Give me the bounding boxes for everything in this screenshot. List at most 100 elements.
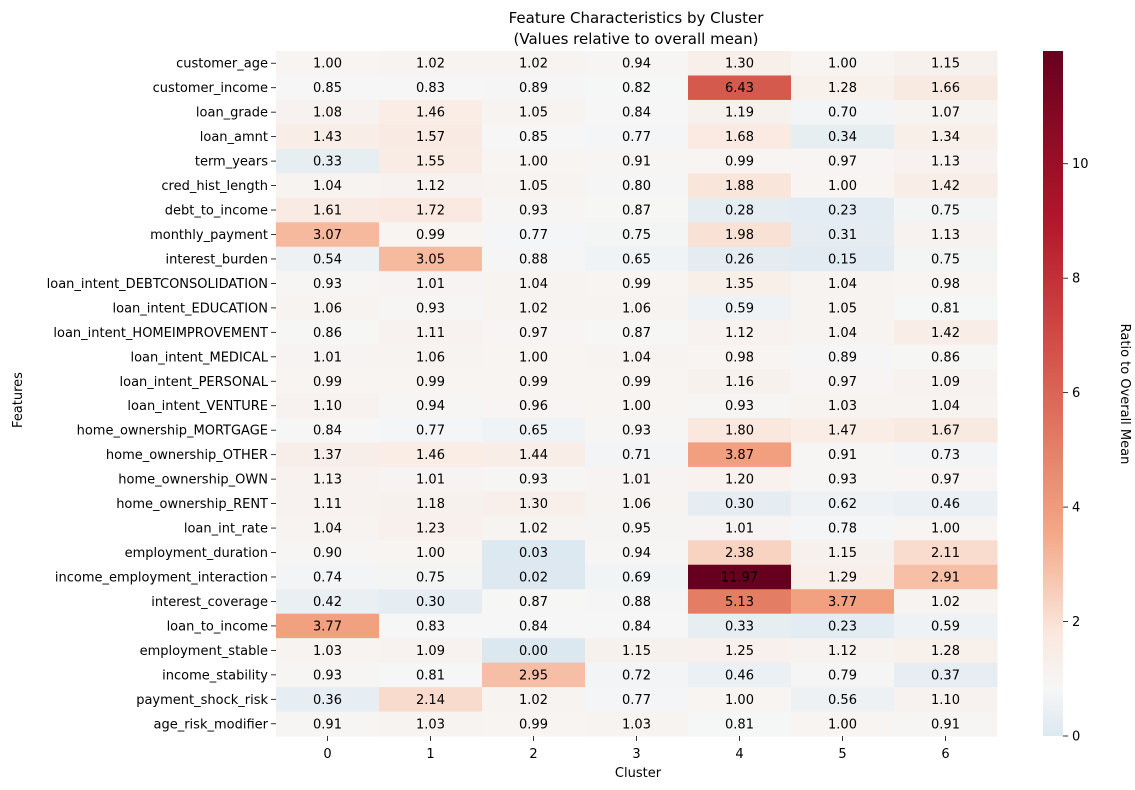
heatmap-cell bbox=[688, 589, 792, 615]
heatmap-cell bbox=[482, 222, 586, 248]
cell-value-label: 1.08 bbox=[313, 106, 342, 121]
heatmap-cell bbox=[276, 246, 380, 272]
heatmap-cell bbox=[276, 662, 380, 688]
heatmap-cell bbox=[688, 613, 792, 639]
cell-value-label: 1.66 bbox=[931, 81, 960, 96]
heatmap-cell bbox=[688, 564, 792, 590]
heatmap-cell bbox=[791, 442, 895, 468]
heatmap-cell bbox=[791, 124, 895, 150]
heatmap-cell bbox=[791, 393, 895, 419]
cell-value-label: 1.15 bbox=[828, 546, 857, 561]
heatmap-cell bbox=[688, 124, 792, 150]
heatmap-cell bbox=[585, 173, 689, 199]
y-tick-label: term_years bbox=[195, 155, 268, 170]
heatmap-cell bbox=[585, 540, 689, 566]
cell-value-label: 1.05 bbox=[519, 106, 548, 121]
y-tick-label: employment_stable bbox=[140, 644, 268, 659]
cell-value-label: 0.81 bbox=[931, 301, 960, 316]
heatmap-cell bbox=[688, 51, 792, 76]
heatmap-cell bbox=[379, 99, 483, 125]
cell-value-label: 0.98 bbox=[725, 350, 754, 365]
heatmap-cell bbox=[482, 271, 586, 297]
cell-value-label: 0.94 bbox=[622, 546, 651, 561]
heatmap-cell bbox=[791, 589, 895, 615]
cell-value-label: 0.87 bbox=[519, 595, 548, 610]
heatmap-cell bbox=[482, 662, 586, 688]
cell-value-label: 0.34 bbox=[828, 130, 857, 145]
heatmap-cell bbox=[482, 491, 586, 517]
y-tick-label: cred_hist_length bbox=[161, 179, 268, 194]
cell-value-label: 0.99 bbox=[725, 155, 754, 170]
heatmap-cell bbox=[688, 711, 792, 737]
heatmap-cell bbox=[688, 295, 792, 321]
cell-value-label: 0.84 bbox=[622, 106, 651, 121]
heatmap-cell bbox=[894, 99, 998, 125]
heatmap-cell bbox=[482, 173, 586, 199]
cell-value-label: 0.87 bbox=[622, 204, 651, 219]
cell-value-label: 1.46 bbox=[416, 106, 445, 121]
heatmap-cell bbox=[585, 75, 689, 101]
heatmap-cell bbox=[791, 638, 895, 664]
heatmap-cell bbox=[276, 589, 380, 615]
heatmap-cell bbox=[276, 222, 380, 248]
heatmap-cell bbox=[894, 295, 998, 321]
y-tick-label: loan_intent_DEBTCONSOLIDATION bbox=[47, 277, 268, 292]
heatmap-cell bbox=[894, 687, 998, 713]
heatmap-cell bbox=[894, 246, 998, 272]
cell-value-label: 0.15 bbox=[828, 252, 857, 267]
cell-value-label: 1.12 bbox=[725, 326, 754, 341]
heatmap-cell bbox=[379, 393, 483, 419]
cell-value-label: 1.05 bbox=[828, 301, 857, 316]
heatmap-cell bbox=[585, 589, 689, 615]
cell-value-label: 0.88 bbox=[519, 252, 548, 267]
heatmap-cell bbox=[379, 295, 483, 321]
cell-value-label: 0.37 bbox=[931, 668, 960, 683]
cell-value-label: 1.72 bbox=[416, 204, 445, 219]
heatmap-cell bbox=[894, 148, 998, 174]
cell-value-label: 1.28 bbox=[828, 81, 857, 96]
x-tick-label: 6 bbox=[941, 747, 949, 762]
heatmap-cell bbox=[585, 662, 689, 688]
y-tick-label: age_risk_modifier bbox=[154, 717, 269, 732]
heatmap-cell bbox=[276, 344, 380, 370]
cell-value-label: 0.98 bbox=[931, 277, 960, 292]
y-tick-label: loan_intent_MEDICAL bbox=[130, 350, 268, 365]
heatmap-cell bbox=[276, 613, 380, 639]
heatmap-cell bbox=[482, 369, 586, 394]
cell-value-label: 0.69 bbox=[622, 570, 651, 585]
cell-value-label: 0.93 bbox=[725, 399, 754, 414]
cell-value-label: 0.31 bbox=[828, 228, 857, 243]
heatmap-cell bbox=[276, 148, 380, 174]
cell-value-label: 0.84 bbox=[622, 619, 651, 634]
heatmap-cell bbox=[379, 51, 483, 76]
cell-value-label: 0.88 bbox=[622, 595, 651, 610]
heatmap-cell bbox=[688, 515, 792, 541]
cell-value-label: 1.88 bbox=[725, 179, 754, 194]
x-tick-label: 4 bbox=[735, 747, 743, 762]
heatmap-cell bbox=[276, 369, 380, 394]
cell-value-label: 1.46 bbox=[416, 448, 445, 463]
cell-value-label: 0.75 bbox=[931, 252, 960, 267]
heatmap-cell bbox=[791, 99, 895, 125]
heatmap-cell bbox=[894, 662, 998, 688]
cell-value-label: 0.93 bbox=[828, 473, 857, 488]
heatmap-cell bbox=[482, 711, 586, 737]
cell-value-label: 1.98 bbox=[725, 228, 754, 243]
y-tick-label: home_ownership_OWN bbox=[118, 473, 268, 488]
y-tick-label: loan_grade bbox=[196, 106, 268, 121]
heatmap-cell bbox=[688, 197, 792, 223]
y-tick-label: income_employment_interaction bbox=[55, 570, 268, 585]
cell-value-label: 1.01 bbox=[313, 350, 342, 365]
cell-value-label: 1.42 bbox=[931, 326, 960, 341]
cell-value-label: 0.33 bbox=[725, 619, 754, 634]
heatmap-cell bbox=[379, 320, 483, 346]
cell-value-label: 1.18 bbox=[416, 497, 445, 512]
heatmap-cell bbox=[688, 75, 792, 101]
cell-value-label: 1.06 bbox=[622, 497, 651, 512]
heatmap-cell bbox=[791, 222, 895, 248]
heatmap-cell bbox=[482, 99, 586, 125]
heatmap-cell bbox=[791, 197, 895, 223]
cell-value-label: 1.01 bbox=[622, 473, 651, 488]
heatmap-cell bbox=[379, 173, 483, 199]
heatmap-cell bbox=[791, 271, 895, 297]
